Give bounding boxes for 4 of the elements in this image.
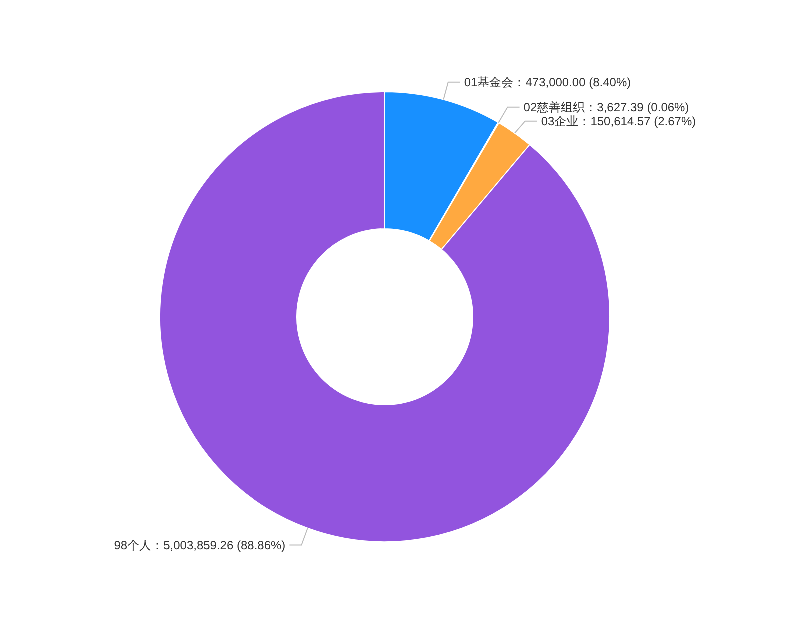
slice-label: 01基金会：473,000.00 (8.40%)	[464, 75, 632, 90]
slice-label: 03企业：150,614.57 (2.67%)	[541, 114, 696, 128]
slice-label: 98个人：5,003,859.26 (88.86%)	[114, 538, 286, 552]
slice-label: 02慈善组织：3,627.39 (0.06%)	[524, 100, 690, 114]
